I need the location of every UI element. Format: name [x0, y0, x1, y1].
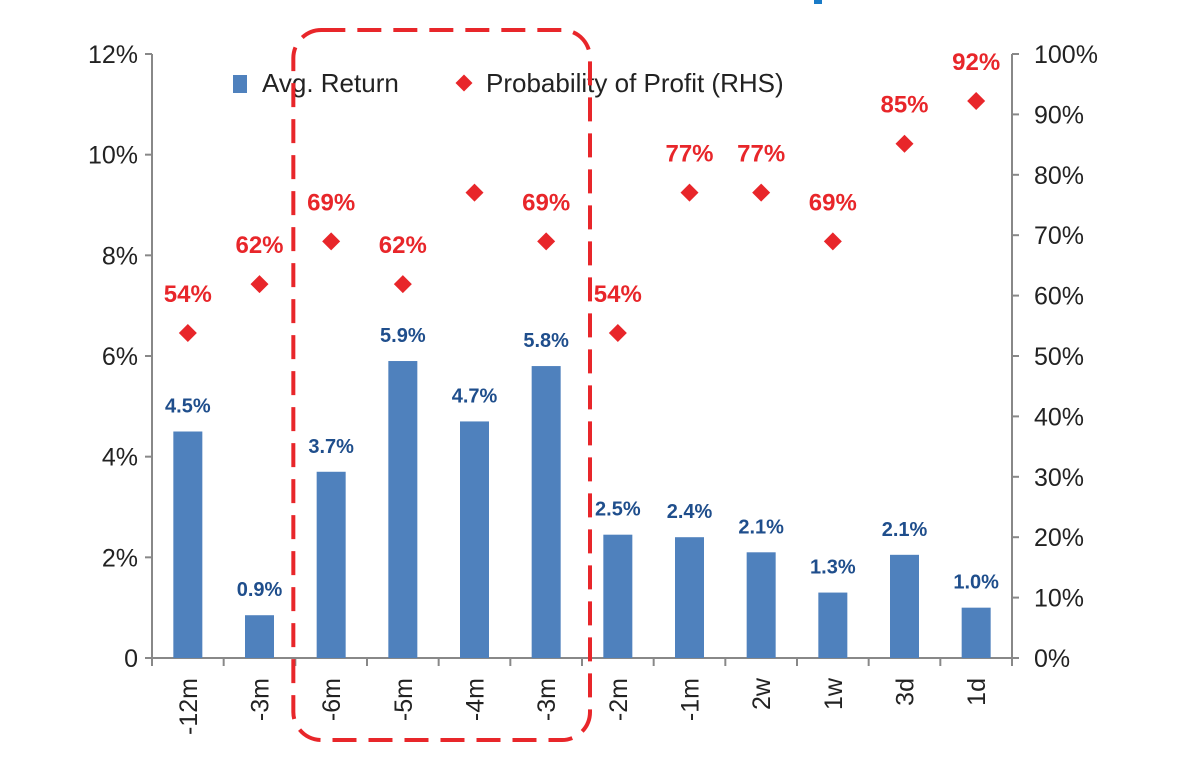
category-label: -1m — [677, 678, 705, 721]
category-label: 3d — [892, 678, 920, 706]
legend-avg-return: Avg. Return — [262, 68, 399, 98]
bar-value-label: 5.8% — [523, 330, 569, 352]
highlight-box — [291, 28, 592, 742]
left-tick-label: 8% — [102, 242, 138, 270]
bar-labels: 4.5% 0.9% 3.7% 5.9% 4.7% 5.8% 2.5% 2.4% 2.1% 1.3%… — [165, 325, 999, 601]
bar — [746, 552, 776, 658]
bar-value-label: 4.7% — [452, 385, 498, 407]
category-label: -2m — [605, 678, 633, 721]
right-tick-label: 60% — [1034, 283, 1084, 311]
bar-value-label: 2.1% — [882, 519, 928, 541]
left-tick-label: 0 — [124, 645, 138, 673]
right-tick-label: 100% — [1034, 41, 1098, 69]
probability-marker — [680, 183, 699, 202]
left-tick-label: 6% — [102, 343, 138, 371]
bar-value-label: 1.0% — [953, 572, 999, 594]
probability-marker — [967, 92, 986, 110]
bar-value-label: 0.9% — [237, 579, 283, 601]
probability-value-label: 62% — [235, 232, 283, 259]
bar — [388, 361, 418, 658]
legend: Avg. Return Probability of Profit (RHS) — [233, 68, 784, 98]
category-label: 1w — [820, 677, 848, 710]
probability-labels: 54% 62% 69% 62% 69% 54% 77% 77% 69% 85% 92% — [164, 49, 1000, 308]
right-tick-label: 30% — [1034, 464, 1084, 492]
left-tick-label: 10% — [88, 142, 138, 170]
left-tick-label: 4% — [102, 444, 138, 472]
title-fragment — [814, 0, 822, 4]
category-label: -12m — [175, 678, 203, 735]
probability-value-label: 77% — [665, 141, 713, 168]
bar-value-label: 4.5% — [165, 396, 211, 418]
legend-diamond-swatch — [455, 74, 473, 92]
right-tick-label: 50% — [1034, 343, 1084, 371]
bar-value-label: 3.7% — [308, 436, 354, 458]
right-tick-label: 0% — [1034, 645, 1070, 673]
probability-marker — [895, 134, 914, 153]
bar-value-label: 5.9% — [380, 325, 426, 347]
probability-marker — [322, 232, 341, 251]
axes: 0 2% 4% 6% 8% 10% 12% 0% 10% 20% 30% 40% 50% 60% 70% 80… — [88, 41, 1098, 673]
bar-series — [173, 361, 991, 658]
probability-marker — [393, 275, 412, 294]
left-tick-label: 12% — [88, 41, 138, 69]
category-label: -4m — [462, 678, 490, 721]
probability-value-label: 92% — [952, 49, 1000, 76]
right-tick-label: 70% — [1034, 222, 1084, 250]
category-label: -3m — [247, 678, 275, 721]
probability-value-label: 77% — [737, 141, 785, 168]
probability-marker — [537, 232, 556, 251]
right-tick-label: 40% — [1034, 403, 1084, 431]
bar — [531, 366, 561, 658]
bar-value-label: 1.3% — [810, 557, 856, 579]
probability-marker — [608, 324, 627, 342]
bar-value-label: 2.4% — [667, 501, 713, 523]
bar — [460, 421, 489, 658]
left-tick-label: 2% — [102, 544, 138, 572]
bar — [316, 471, 346, 658]
right-tick-label: 10% — [1034, 585, 1084, 613]
right-tick-label: 90% — [1034, 101, 1084, 129]
probability-marker — [823, 232, 842, 251]
bar — [603, 534, 633, 658]
category-label: -6m — [318, 678, 346, 721]
category-label: 1d — [963, 678, 991, 706]
probability-value-label: 69% — [522, 189, 570, 216]
category-label: -3m — [533, 678, 561, 721]
legend-bar-swatch — [233, 75, 247, 93]
probability-value-label: 62% — [379, 232, 427, 259]
probability-marker — [752, 183, 771, 202]
bar-value-label: 2.1% — [738, 516, 784, 538]
bar — [890, 554, 919, 658]
bar — [173, 431, 203, 658]
right-tick-label: 80% — [1034, 162, 1084, 190]
probability-value-label: 54% — [594, 281, 642, 308]
probability-marker — [465, 183, 484, 202]
probability-value-label: 69% — [809, 189, 857, 216]
bar — [961, 607, 991, 658]
probability-series — [178, 92, 986, 342]
category-label: -5m — [390, 678, 418, 721]
category-labels: -12m -3m -6m -5m -4m -3m -2m -1m 2w 1w 3d 1d — [175, 677, 991, 735]
category-label: 2w — [748, 677, 776, 710]
bar — [245, 615, 274, 658]
probability-marker — [178, 324, 197, 342]
legend-probability: Probability of Profit (RHS) — [486, 68, 784, 98]
probability-value-label: 54% — [164, 281, 212, 308]
probability-marker — [250, 275, 269, 294]
bar — [675, 537, 704, 658]
probability-value-label: 69% — [307, 189, 355, 216]
bar-value-label: 2.5% — [595, 499, 641, 521]
right-tick-label: 20% — [1034, 524, 1084, 552]
bar — [818, 592, 848, 658]
probability-value-label: 85% — [880, 92, 928, 119]
